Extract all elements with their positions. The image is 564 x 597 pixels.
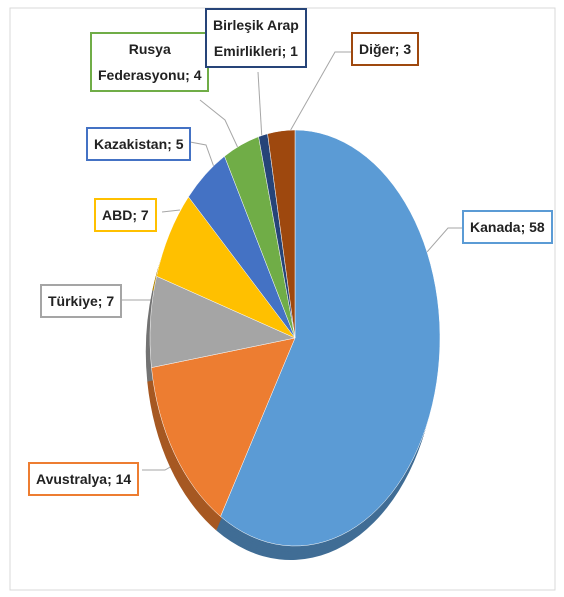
pie xyxy=(149,129,441,547)
slice xyxy=(267,129,296,339)
data-label: Kazakistan; 5 xyxy=(86,127,192,161)
data-label: Avustralya; 14 xyxy=(28,462,140,496)
data-label: Kanada; 58 xyxy=(462,210,553,244)
slice xyxy=(151,337,296,517)
data-label: Rusya Federasyonu; 4 xyxy=(90,32,210,92)
slice xyxy=(220,129,441,547)
data-label: Türkiye; 7 xyxy=(40,284,123,318)
data-label: ABD; 7 xyxy=(94,198,157,232)
data-label: Diğer; 3 xyxy=(351,32,420,66)
data-label: Birleşik Arap Emirlikleri; 1 xyxy=(205,8,307,68)
